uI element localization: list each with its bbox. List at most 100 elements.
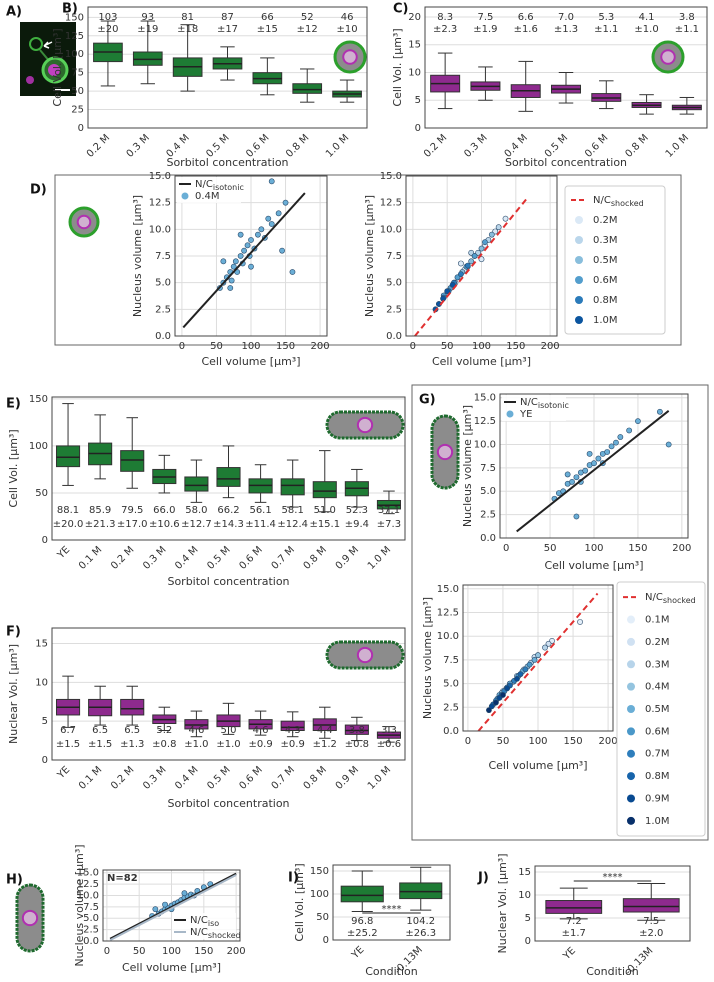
mean-label: 4.6 (188, 725, 204, 736)
x-tick-label: 150 (628, 543, 647, 554)
y-tick-label: 0.0 (443, 726, 459, 737)
reference-line (477, 592, 599, 732)
x-axis-label: Sorbitol concentration (166, 156, 288, 169)
sd-label: ±21.3 (85, 519, 116, 530)
y-tick-label: 15.0 (474, 393, 496, 404)
sd-label: ±1.3 (120, 739, 144, 750)
legend-label: 0.8M (645, 771, 670, 782)
legend-label: 0.5M (593, 255, 618, 266)
legend-label: N/Cisotonic (195, 179, 244, 192)
legend-box (502, 395, 566, 421)
mean-label: 66.2 (217, 505, 239, 516)
sd-label: ±15 (257, 24, 278, 35)
x-tick-label: 50 (544, 543, 557, 554)
sd-label: ±2.0 (639, 928, 663, 939)
mean-label: 5.0 (221, 725, 237, 736)
y-tick-label: 20 (408, 12, 421, 23)
legend-subscript: isotonic (213, 183, 244, 192)
sd-label: ±15.1 (309, 519, 340, 530)
reference-line (516, 410, 670, 533)
sd-label: ±20 (97, 24, 118, 35)
panel-label: C) (393, 2, 408, 17)
box (292, 83, 323, 94)
point (504, 685, 511, 692)
sd-label: ±0.6 (377, 739, 401, 750)
mean-label: 58.0 (185, 505, 207, 516)
legend-text: N/C (593, 195, 611, 206)
mean-label: 5.2 (156, 725, 172, 736)
legend-marker (627, 682, 635, 691)
point (265, 215, 272, 222)
point (613, 439, 619, 446)
sd-label: ±9.4 (345, 519, 369, 530)
y-tick-label: 2.5 (480, 510, 496, 521)
sd-label: ±1.0 (634, 24, 658, 35)
mean-label: 3.3 (381, 725, 397, 736)
legend-text: N/C (190, 915, 208, 926)
box (55, 445, 81, 468)
legend-marker (627, 637, 635, 646)
x-axis-label: Cell volume [μm³] (122, 961, 221, 974)
sd-label: ±0.8 (152, 739, 176, 750)
legend-label: N/Cshocked (593, 195, 644, 208)
box (545, 900, 603, 914)
y-tick-label: 10 (518, 890, 531, 901)
sd-label: ±17.0 (117, 519, 148, 530)
sd-label: ±2.3 (433, 24, 457, 35)
y-tick-label: 150 (65, 12, 84, 23)
panel-label: B) (62, 2, 78, 17)
point (282, 199, 289, 206)
legend-label: 0.9M (645, 793, 670, 804)
point (656, 408, 663, 415)
y-tick-label: 10.0 (474, 439, 496, 450)
point (522, 666, 529, 673)
sd-label: ±14.3 (213, 519, 244, 530)
mean-label: 104.2 (406, 916, 435, 927)
nucleus-icon (356, 646, 374, 664)
point (564, 471, 571, 478)
x-tick-label: 100 (162, 946, 181, 957)
x-axis-label: Cell volume [μm³] (432, 355, 531, 368)
sd-label: ±10.6 (149, 519, 180, 530)
y-tick-label: 2.5 (155, 304, 171, 315)
legend-marker (181, 192, 189, 200)
legend-marker (575, 296, 583, 304)
panel-frame (54, 174, 682, 346)
significance-label: **** (603, 872, 623, 883)
x-tick-label: 0 (465, 736, 471, 747)
y-tick-label: 15.0 (437, 584, 459, 595)
point (444, 288, 451, 295)
axes-frame (499, 393, 689, 539)
panel-label: I) (288, 871, 299, 886)
legend-text: N/C (195, 179, 213, 190)
x-tick-label: 200 (672, 543, 691, 554)
point (471, 253, 478, 259)
point (531, 656, 538, 663)
y-tick-label: 12.5 (149, 198, 171, 209)
mean-label: 56.1 (249, 505, 271, 516)
legend-subscript: shocked (663, 596, 696, 605)
axes-frame (534, 865, 691, 942)
mean-label: 6.5 (92, 725, 108, 736)
point (449, 281, 456, 288)
mean-label: 6.5 (124, 725, 140, 736)
y-tick-label: 0.0 (386, 331, 402, 342)
sd-label: ±11.4 (245, 519, 276, 530)
x-axis-label: Cell volume [μm³] (201, 355, 300, 368)
y-tick-label: 7.5 (83, 902, 99, 913)
legend-marker (575, 236, 583, 244)
sd-label: ±1.5 (56, 739, 80, 750)
mean-label: 4.3 (285, 725, 301, 736)
y-axis-label: Cell Vol. [μm³] (391, 28, 404, 106)
point (237, 253, 244, 259)
y-tick-label: 5.0 (480, 486, 496, 497)
legend-marker (627, 794, 635, 803)
mean-label: 7.5 (643, 916, 659, 927)
y-tick-label: 10.0 (149, 224, 171, 235)
x-axis-label: Cell volume [μm³] (488, 759, 587, 772)
x-tick-label: 150 (194, 946, 213, 957)
mean-label: 103 (98, 12, 117, 23)
mean-label: 6.6 (518, 12, 534, 23)
legend-label: YE (519, 409, 532, 420)
y-tick-label: 10.0 (380, 224, 402, 235)
